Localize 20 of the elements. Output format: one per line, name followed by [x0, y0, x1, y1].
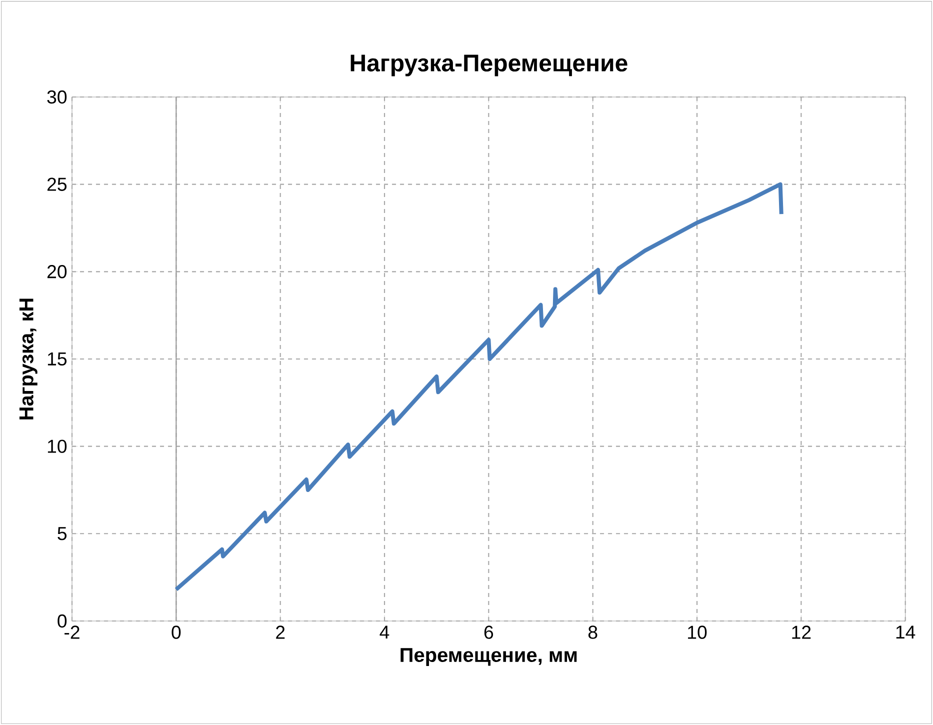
- y-tick-label: 0: [58, 614, 67, 628]
- x-tick-label: 14: [896, 626, 916, 639]
- x-tick-label: 0: [172, 626, 181, 639]
- y-tick-label: 25: [47, 178, 67, 191]
- x-axis-title: Перемещение, мм: [400, 648, 577, 666]
- y-tick-label: 10: [48, 440, 67, 453]
- y-tick-label: 15: [48, 352, 67, 366]
- x-tick-label: 6: [484, 626, 494, 639]
- line-series: [174, 182, 784, 592]
- y-tick-label: 5: [58, 527, 67, 540]
- x-tick-label: 10: [688, 626, 707, 639]
- y-tick-label: 20: [47, 265, 67, 278]
- y-axis-title: Нагрузка, кН: [19, 298, 38, 420]
- x-tick-label: -2: [64, 626, 80, 639]
- x-tick-label: 12: [792, 626, 811, 639]
- y-tick-label: 30: [47, 90, 67, 104]
- x-tick-label: 4: [380, 626, 390, 639]
- x-tick-label: 8: [588, 626, 598, 639]
- chart-title: Нагрузка-Перемещение: [350, 54, 628, 76]
- x-tick-label: 2: [276, 626, 285, 639]
